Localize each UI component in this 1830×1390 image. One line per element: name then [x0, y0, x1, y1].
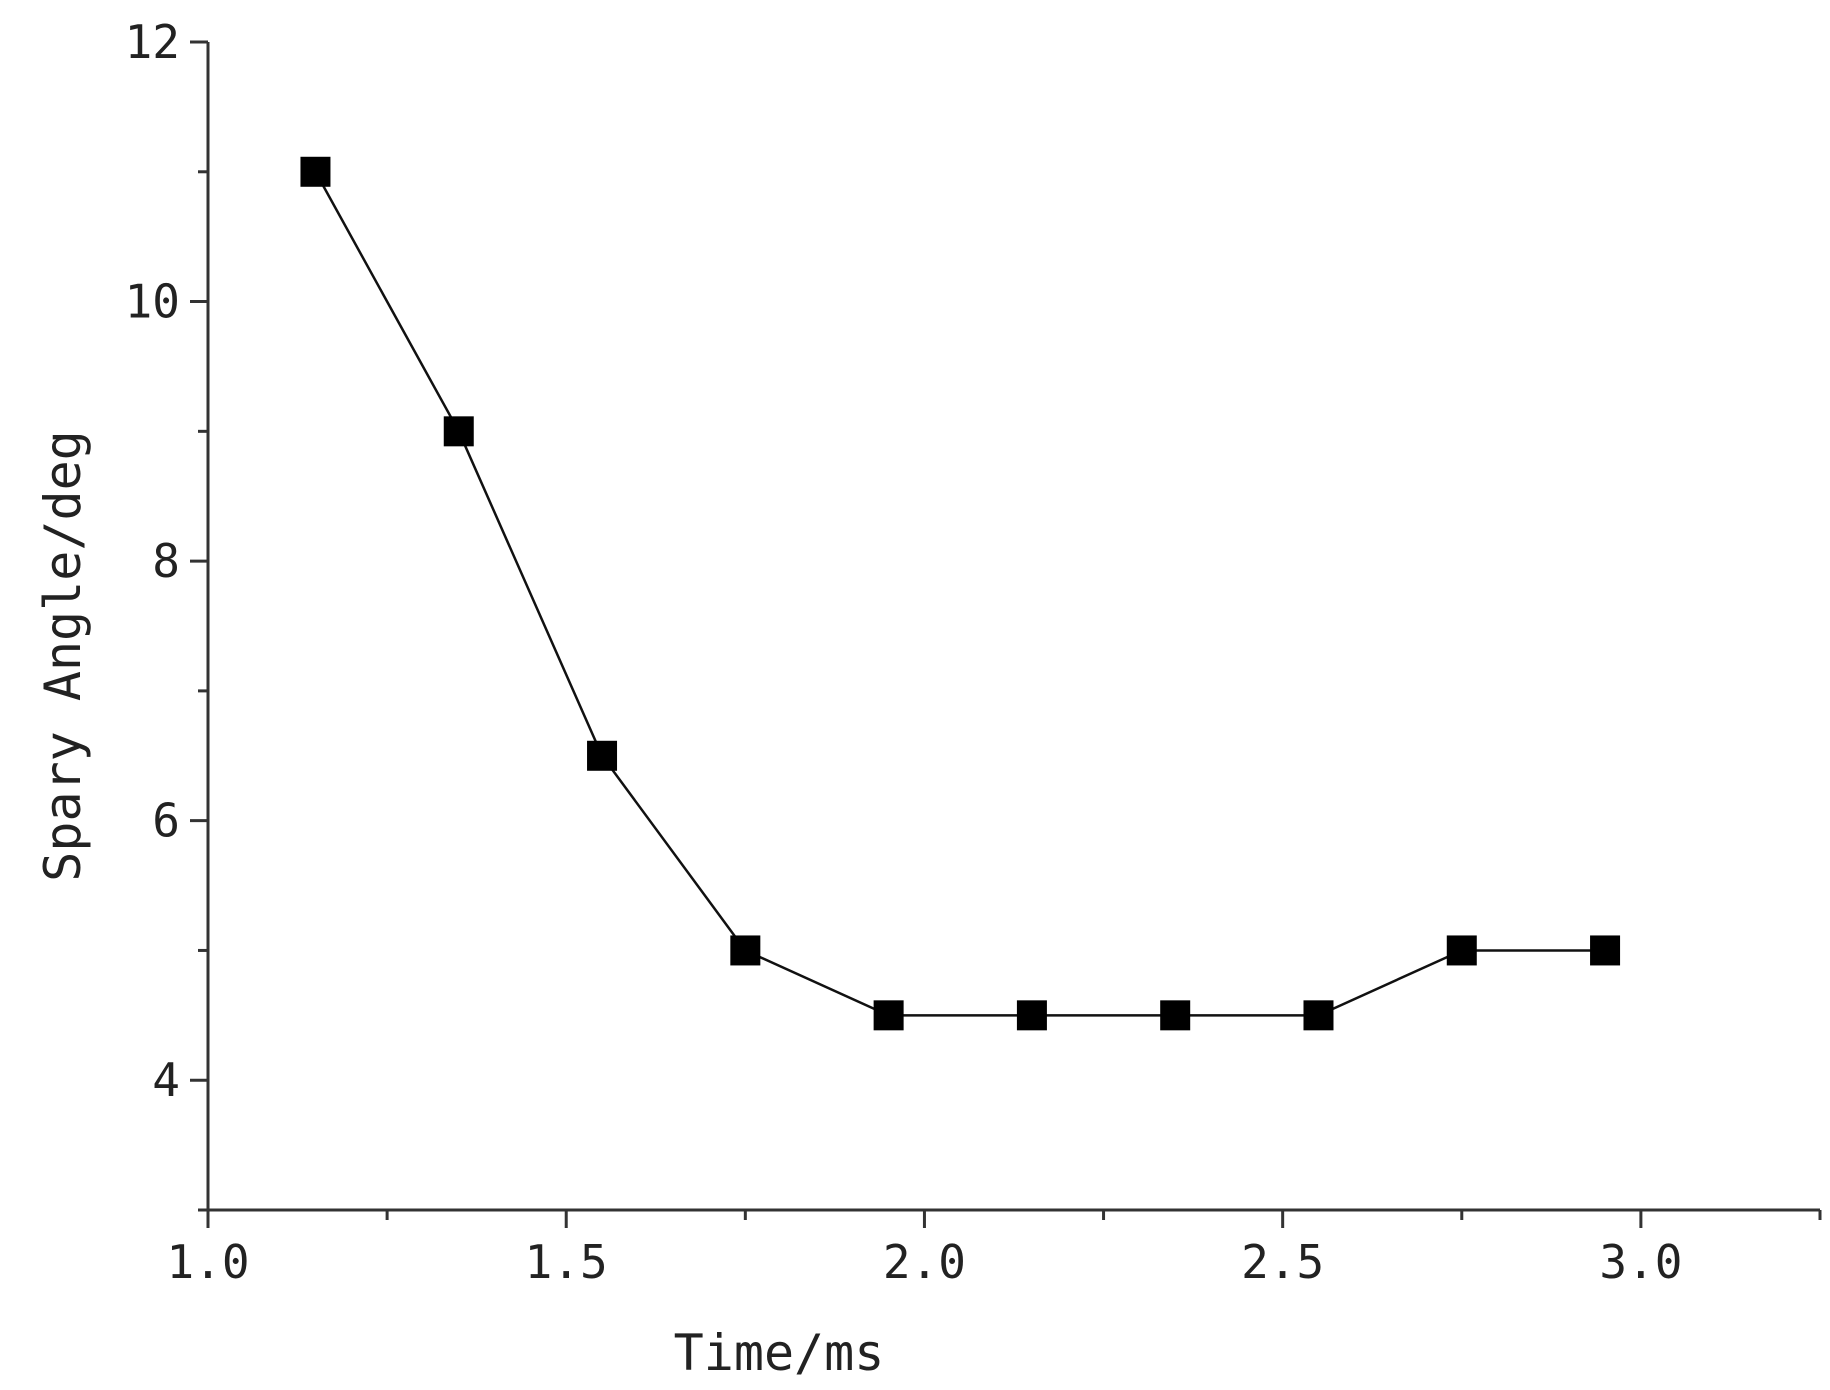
- y-tick-label: 4: [152, 1053, 180, 1107]
- x-tick-label: 2.0: [883, 1235, 966, 1289]
- data-point: [873, 1000, 904, 1031]
- data-point: [1016, 1000, 1047, 1031]
- x-tick-label: 2.5: [1241, 1235, 1324, 1289]
- x-axis-title: Time/ms: [674, 1324, 885, 1382]
- y-tick-label: 10: [125, 275, 180, 329]
- y-tick-label: 8: [152, 534, 180, 588]
- y-axis-title: Spary Angle/deg: [34, 430, 92, 882]
- x-tick-label: 3.0: [1599, 1235, 1682, 1289]
- y-ticks: 4 6 8 10 12: [125, 15, 208, 1212]
- x-tick-label: 1.0: [166, 1235, 249, 1289]
- data-point: [300, 156, 331, 187]
- x-tick-label: 1.5: [525, 1235, 608, 1289]
- data-point: [1590, 935, 1621, 966]
- data-point: [587, 740, 618, 771]
- data-point: [730, 935, 761, 966]
- y-tick-label: 6: [152, 794, 180, 848]
- data-point: [1303, 1000, 1334, 1031]
- axes: [206, 42, 1820, 1212]
- series-line: [314, 171, 1606, 1017]
- data-point: [443, 416, 474, 447]
- data-point: [1446, 935, 1477, 966]
- y-tick-label: 12: [125, 15, 180, 69]
- data-point: [1160, 1000, 1191, 1031]
- series-layer: [300, 156, 1621, 1031]
- x-ticks: 1.0 1.5 2.0 2.5 3.0: [166, 1210, 1822, 1289]
